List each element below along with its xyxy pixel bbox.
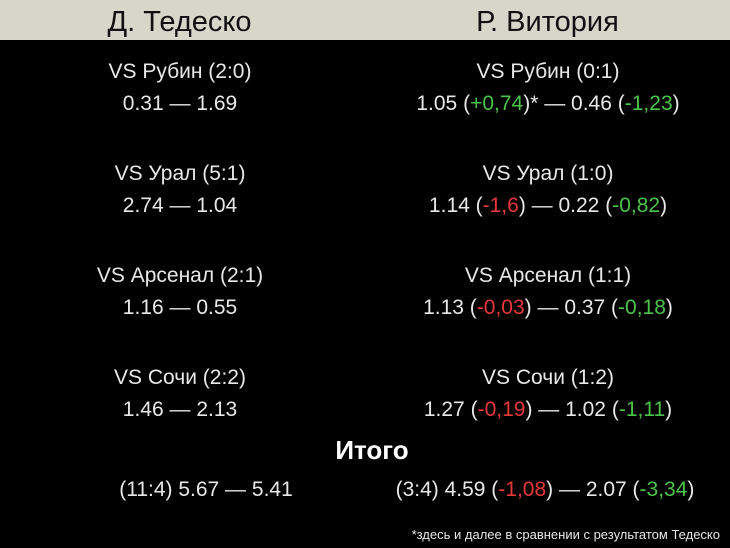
match-title: VS Сочи (2:2) (114, 366, 246, 389)
match-title: VS Рубин (2:0) (108, 60, 252, 83)
xg-line: 1.05 (+0,74)* — 0.46 (-1,23) (416, 92, 679, 116)
match-title: VS Урал (5:1) (114, 162, 246, 185)
match-title: VS Урал (1:0) (482, 162, 614, 185)
delta-value: -1,23 (624, 92, 673, 115)
text-segment: ) — 0.22 ( (518, 194, 613, 217)
text-segment: (3:4) 4.59 ( (395, 478, 499, 501)
text-segment: ) (660, 194, 668, 217)
header-bar: Д. Тедеско Р. Витория (0, 0, 730, 40)
delta-value: -0,19 (477, 398, 526, 421)
xg-line: 0.31 — 1.69 (122, 92, 238, 115)
match-title: VS Сочи (1:2) (482, 366, 614, 389)
delta-value: -1,11 (618, 398, 666, 421)
match-title: VS Арсенал (1:1) (464, 264, 632, 287)
text-segment: ) (665, 296, 673, 319)
delta-value: -1,08 (498, 478, 547, 501)
left-coach: Д. Тедеско (107, 6, 252, 38)
match-title: VS Рубин (0:1) (476, 60, 620, 83)
delta-value: -0,18 (618, 296, 666, 319)
xg-line: 1.46 — 2.13 (122, 398, 238, 421)
total-left: (11:4) 5.67 — 5.41 (119, 478, 293, 501)
text-segment: ) — 2.07 ( (546, 478, 640, 501)
text-segment: ) — 1.02 ( (525, 398, 619, 421)
xg-line: 1.27 (-0,19) — 1.02 (-1,11) (424, 398, 672, 422)
text-segment: 1.14 ( (428, 194, 483, 217)
delta-value: -3,34 (639, 478, 688, 501)
total-title: Итого (335, 435, 409, 465)
footnote: *здесь и далее в сравнении с результатом… (411, 527, 720, 542)
xg-line: 1.16 — 0.55 (122, 296, 238, 319)
text-segment: ) — 0.37 ( (524, 296, 619, 319)
delta-value: -0,82 (612, 194, 661, 217)
delta-value: +0,74 (470, 92, 524, 115)
text-segment: ) (665, 398, 673, 421)
text-segment: ) (672, 92, 680, 115)
total-right: (3:4) 4.59 (-1,08) — 2.07 (-3,34) (396, 478, 695, 502)
xg-line: 1.13 (-0,03) — 0.37 (-0,18) (423, 296, 673, 320)
text-segment: ) (687, 478, 695, 501)
xg-line: 1.14 (-1,6) — 0.22 (-0,82) (429, 194, 667, 218)
text-segment: 1.13 ( (423, 296, 477, 319)
text-segment: 1.05 ( (416, 92, 471, 115)
text-segment: 1.27 ( (423, 398, 478, 421)
text-segment: )* — 0.46 ( (523, 92, 625, 115)
xg-line: 2.74 — 1.04 (122, 194, 238, 217)
delta-value: -1,6 (482, 194, 519, 217)
delta-value: -0,03 (476, 296, 525, 319)
right-coach: Р. Витория (476, 6, 619, 38)
match-title: VS Арсенал (2:1) (96, 264, 264, 287)
